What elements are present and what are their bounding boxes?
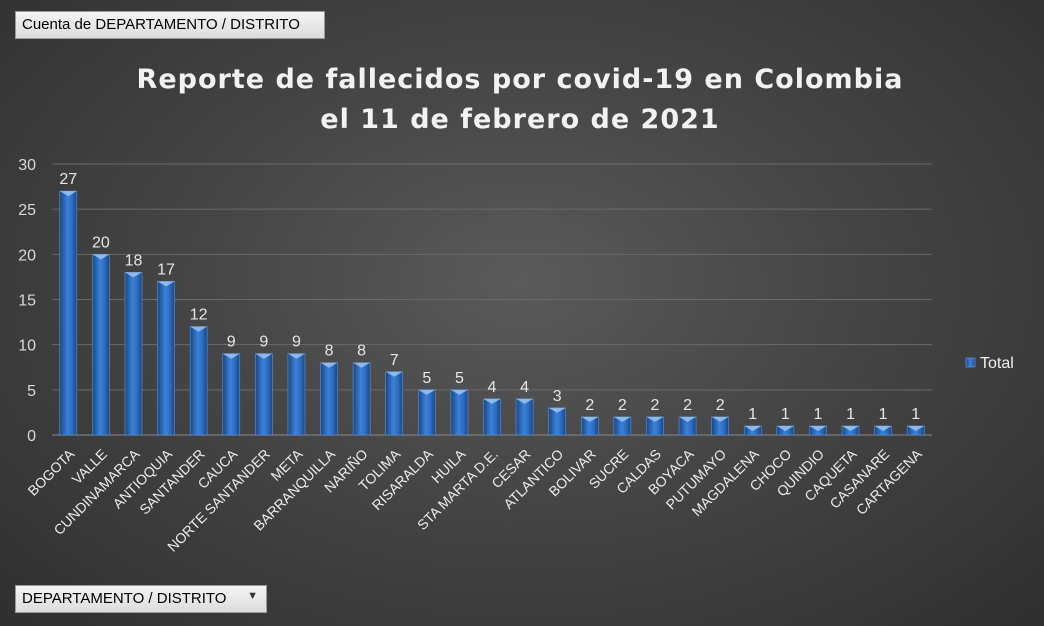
bar-top-bevel: [776, 425, 794, 431]
y-tick-label: 20: [18, 247, 36, 264]
bars: [59, 190, 925, 436]
data-label: 8: [357, 343, 366, 360]
bar-top-bevel: [483, 398, 501, 404]
bar-top-bevel: [385, 371, 403, 377]
x-axis-labels: BOGOTAVALLECUNDINAMARCAANTIOQUIASANTANDE…: [24, 445, 925, 554]
bar: [124, 272, 143, 436]
y-tick-label: 15: [18, 293, 36, 310]
bar-top-bevel: [581, 416, 599, 422]
bar: [418, 389, 436, 436]
legend-label: Total: [980, 355, 1014, 372]
bar-top-bevel: [679, 416, 697, 422]
bar-top-bevel: [157, 281, 175, 287]
bar-top-bevel: [646, 416, 664, 422]
bar-top-bevel: [613, 416, 631, 422]
data-label: 17: [157, 261, 175, 278]
chart-title-line-1: Reporte de fallecidos por covid-19 en Co…: [137, 64, 904, 95]
data-label: 1: [879, 406, 888, 423]
bar-top-bevel: [744, 425, 762, 431]
data-label: 27: [59, 171, 77, 188]
bar-top-bevel: [353, 362, 371, 368]
bar-top-bevel: [874, 425, 892, 431]
values-field-button[interactable]: Cuenta de DEPARTAMENTO / DISTRITO: [15, 11, 325, 39]
data-label: 2: [585, 397, 594, 414]
bar-top-bevel: [124, 272, 142, 278]
bar-top-bevel: [548, 407, 566, 413]
bar: [450, 389, 469, 436]
bar: [483, 398, 501, 436]
axis-field-dropdown[interactable]: DEPARTAMENTO / DISTRITO ▼: [15, 585, 267, 613]
bar: [515, 398, 534, 436]
data-label: 2: [716, 397, 725, 414]
bar: [222, 353, 241, 436]
y-tick-label: 5: [27, 383, 36, 400]
y-tick-label: 0: [27, 428, 36, 445]
bar-top-bevel: [255, 353, 273, 359]
data-label: 2: [683, 397, 692, 414]
legend-swatch: [965, 357, 976, 368]
bar-top-bevel: [711, 416, 729, 422]
y-axis-ticks: 0 5 10 15 20 25 30: [18, 157, 36, 445]
bar: [255, 353, 273, 436]
data-label: 2: [651, 397, 660, 414]
bar: [352, 362, 371, 436]
chevron-down-icon: ▼: [247, 590, 258, 602]
bar-top-bevel: [190, 326, 208, 332]
data-label: 18: [125, 252, 143, 269]
bar-top-bevel: [222, 353, 240, 359]
chart-title-line-2: el 11 de febrero de 2021: [320, 104, 719, 135]
data-label: 1: [846, 406, 855, 423]
legend: Total: [965, 355, 1014, 372]
bar: [385, 371, 404, 436]
data-labels: 27 20 18 17 12 9 9 9 8 8 7 5 5 4 4 3 2 2 2 2 2 1 1 1 1 1 1: [59, 171, 920, 423]
data-label: 12: [190, 307, 208, 324]
x-tick-label: BOGOTA: [24, 445, 77, 498]
bar: [92, 254, 110, 436]
y-tick-label: 25: [18, 202, 36, 219]
data-label: 1: [781, 406, 790, 423]
data-label: 2: [618, 397, 627, 414]
bar-top-bevel: [287, 353, 305, 359]
bar-top-bevel: [92, 254, 110, 260]
bar: [59, 190, 78, 436]
bar-top-bevel: [907, 425, 925, 431]
data-label: 9: [227, 334, 236, 351]
bar-top-bevel: [450, 389, 468, 395]
bar: [189, 326, 208, 436]
bar: [157, 281, 175, 436]
data-label: 7: [390, 352, 399, 369]
bar-top-bevel: [516, 398, 534, 404]
bar-top-bevel: [320, 362, 338, 368]
bar-top-bevel: [59, 191, 77, 197]
data-label: 3: [553, 388, 562, 405]
bar-top-bevel: [842, 425, 860, 431]
values-field-label: Cuenta de DEPARTAMENTO / DISTRITO: [22, 16, 300, 33]
data-label: 9: [259, 334, 268, 351]
y-tick-label: 30: [18, 157, 36, 174]
bar: [320, 362, 338, 436]
data-label: 5: [455, 370, 464, 387]
data-label: 8: [325, 343, 334, 360]
data-label: 1: [911, 406, 920, 423]
bar-top-bevel: [418, 389, 436, 395]
data-label: 20: [92, 234, 110, 251]
data-label: 9: [292, 334, 301, 351]
data-label: 4: [488, 379, 497, 396]
y-tick-label: 10: [18, 338, 36, 355]
data-label: 1: [813, 406, 822, 423]
bar-top-bevel: [809, 425, 827, 431]
data-label: 5: [422, 370, 431, 387]
axis-field-label: DEPARTAMENTO / DISTRITO: [22, 590, 227, 607]
bar: [287, 353, 306, 436]
data-label: 4: [520, 379, 529, 396]
data-label: 1: [748, 406, 757, 423]
